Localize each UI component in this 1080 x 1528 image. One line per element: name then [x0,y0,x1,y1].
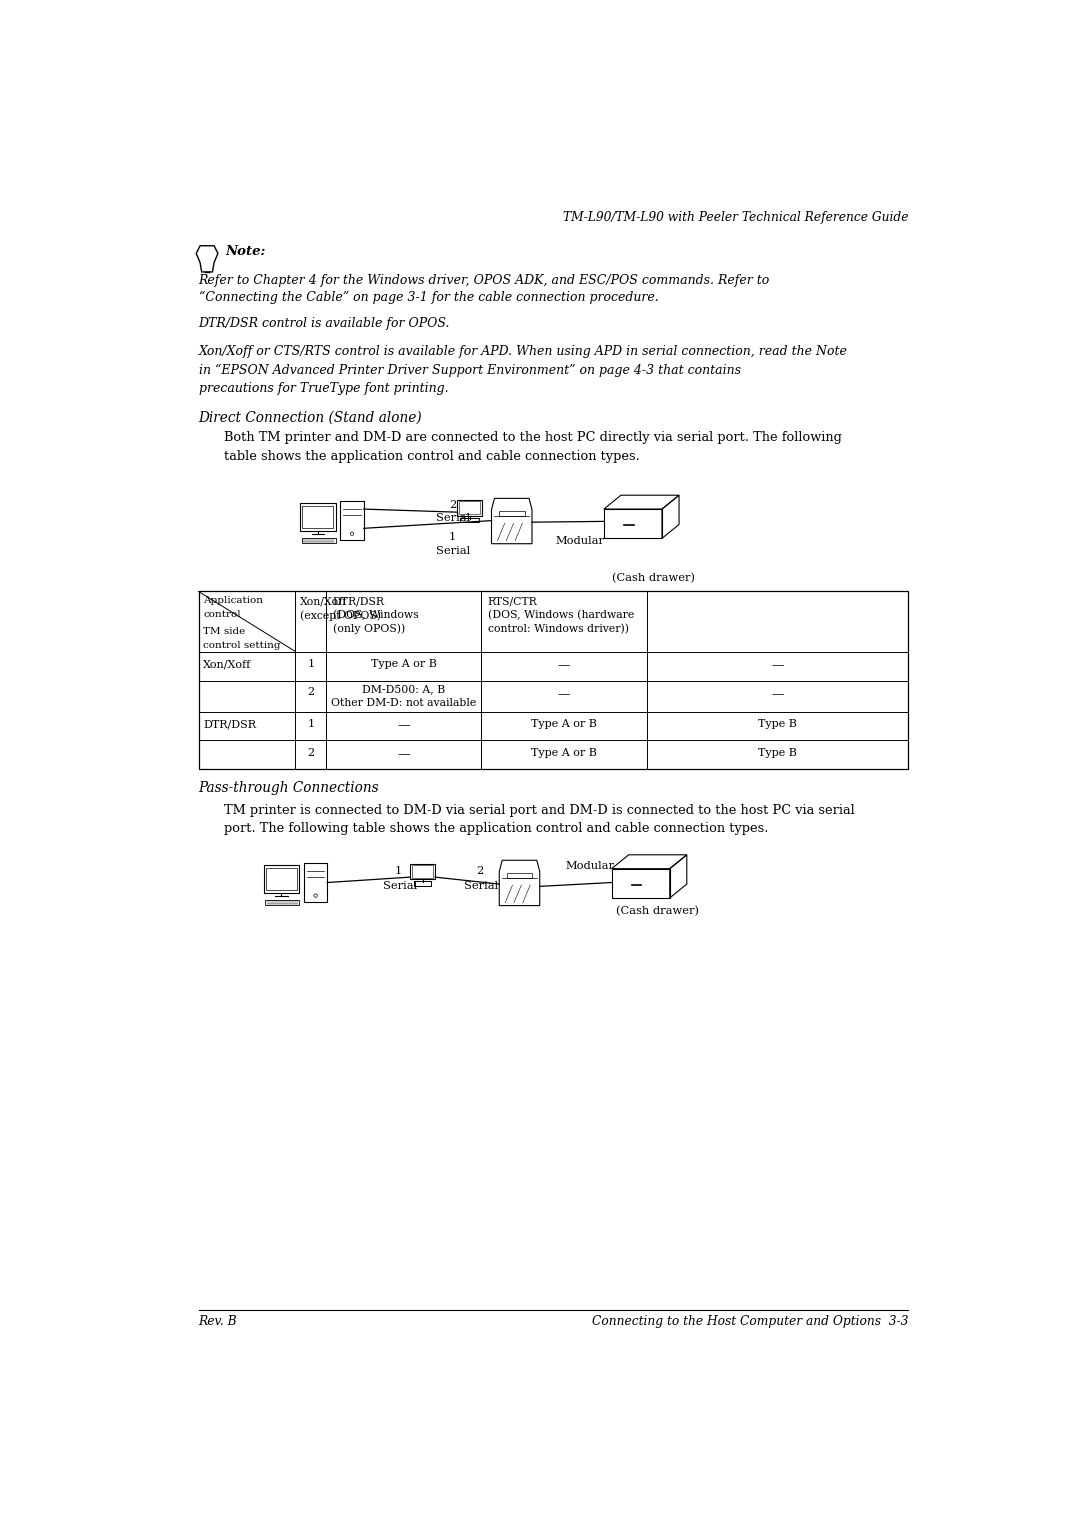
Text: (except OPOS): (except OPOS) [300,610,381,620]
Text: 2: 2 [476,865,483,876]
Text: (Cash drawer): (Cash drawer) [616,906,699,915]
Text: (Cash drawer): (Cash drawer) [611,573,694,584]
Text: Serial: Serial [383,882,417,891]
Text: 2: 2 [449,500,456,510]
Text: Rev. B: Rev. B [199,1316,238,1328]
Text: Xon/Xoff: Xon/Xoff [203,659,252,669]
Bar [199,591,908,769]
Text: control setting: control setting [203,640,281,649]
Text: DTR/DSR: DTR/DSR [333,596,384,607]
Text: —: — [557,689,570,701]
Text: —: — [771,659,784,672]
Text: TM-L90/TM-L90 with Peeler Technical Reference Guide: TM-L90/TM-L90 with Peeler Technical Refe… [563,211,908,225]
Bar [413,865,433,877]
Text: Type A or B: Type A or B [372,659,437,669]
Bar [507,872,532,877]
Text: TM printer is connected to DM-D via serial port and DM-D is connected to the hos: TM printer is connected to DM-D via seri… [225,804,855,817]
Text: (DOS, Windows: (DOS, Windows [333,610,418,620]
Text: Serial: Serial [464,882,499,891]
Text: —: — [397,747,410,761]
Text: DTR/DSR control is available for OPOS.: DTR/DSR control is available for OPOS. [199,316,450,330]
Text: Type A or B: Type A or B [531,747,597,758]
Text: in “EPSON Advanced Printer Driver Support Environment” on page 4-3 that contains: in “EPSON Advanced Printer Driver Suppor… [199,364,741,377]
Text: Xon/Xoff: Xon/Xoff [300,596,348,607]
Text: table shows the application control and cable connection types.: table shows the application control and … [225,449,639,463]
Text: Application: Application [203,596,264,605]
Text: 1: 1 [394,865,402,876]
Text: Both TM printer and DM-D are connected to the host PC directly via serial port. : Both TM printer and DM-D are connected t… [225,431,842,445]
Text: Note:: Note: [226,244,266,258]
Text: Xon/Xoff or CTS/RTS control is available for APD. When using APD in serial conne: Xon/Xoff or CTS/RTS control is available… [199,345,848,358]
Text: port. The following table shows the application control and cable connection typ: port. The following table shows the appl… [225,822,769,836]
Text: Serial: Serial [435,545,470,556]
Bar [264,865,299,892]
Text: —: — [557,659,570,672]
Text: —: — [771,689,784,701]
Text: RTS/CTR: RTS/CTR [488,596,538,607]
Text: 1: 1 [308,720,314,729]
Bar [410,863,435,879]
Bar [266,900,299,905]
Bar [300,503,336,530]
Text: Type A or B: Type A or B [531,720,597,729]
Bar [499,512,525,515]
Text: DM-D500: A, B: DM-D500: A, B [363,685,445,694]
Text: Refer to Chapter 4 for the Windows driver, OPOS ADK, and ESC/POS commands. Refer: Refer to Chapter 4 for the Windows drive… [199,274,770,287]
Bar [460,518,478,523]
Text: 2: 2 [308,747,314,758]
Bar [301,538,336,542]
Text: —: — [397,720,410,732]
Text: (only OPOS)): (only OPOS)) [333,623,405,634]
Text: Modular: Modular [565,860,615,871]
Text: Direct Connection (Stand alone): Direct Connection (Stand alone) [199,411,422,425]
Bar [457,500,483,515]
Text: Modular: Modular [555,536,604,545]
Bar [459,501,481,513]
Bar [340,501,364,539]
Text: precautions for TrueType font printing.: precautions for TrueType font printing. [199,382,448,396]
Text: Type B: Type B [758,720,797,729]
Text: 1: 1 [449,532,456,542]
Text: Pass-through Connections: Pass-through Connections [199,781,379,795]
Text: TM side: TM side [203,626,245,636]
Text: Connecting to the Host Computer and Options  3-3: Connecting to the Host Computer and Opti… [592,1316,908,1328]
Bar [303,863,327,902]
Text: “Connecting the Cable” on page 3-1 for the cable connection procedure.: “Connecting the Cable” on page 3-1 for t… [199,292,659,304]
Bar [302,506,334,529]
Text: (DOS, Windows (hardware: (DOS, Windows (hardware [488,610,634,620]
Text: Other DM-D: not available: Other DM-D: not available [332,698,476,707]
Text: Serial: Serial [435,513,470,523]
Text: DTR/DSR: DTR/DSR [203,720,256,729]
Text: control: control [203,610,241,619]
Text: control: Windows driver)): control: Windows driver)) [488,623,629,634]
Text: 2: 2 [308,688,314,697]
Bar [266,868,297,889]
Bar [414,882,431,886]
Text: Type B: Type B [758,747,797,758]
Text: 1: 1 [308,659,314,669]
